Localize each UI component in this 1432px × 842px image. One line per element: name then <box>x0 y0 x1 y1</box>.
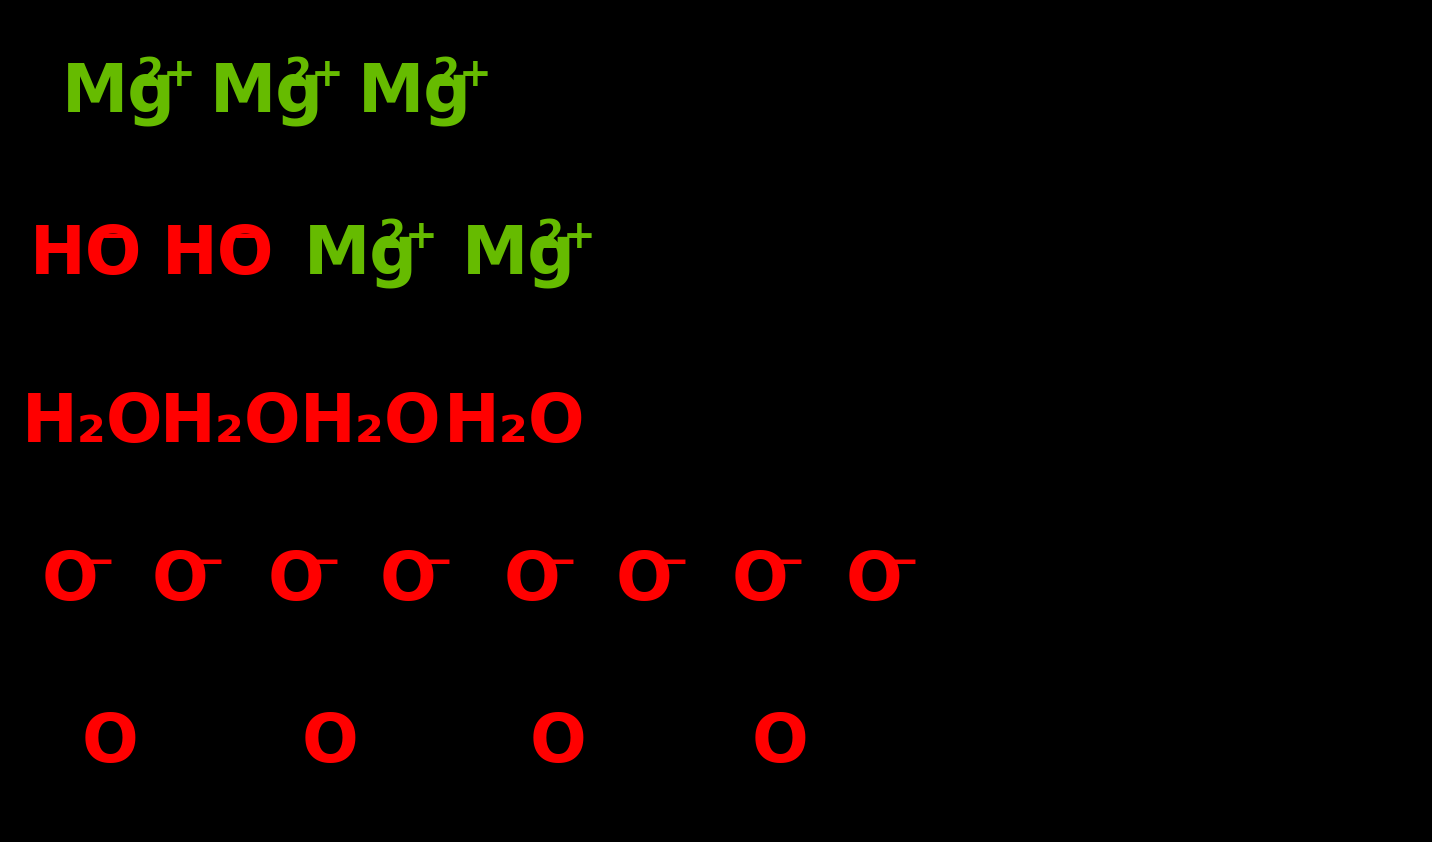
Text: O: O <box>530 710 587 776</box>
Text: −: − <box>83 544 116 582</box>
Text: −: − <box>232 218 265 256</box>
Text: −: − <box>193 544 225 582</box>
Text: −: − <box>421 544 454 582</box>
Text: Mg: Mg <box>358 60 473 126</box>
Text: HO: HO <box>162 222 275 288</box>
Text: H₂O: H₂O <box>160 390 302 456</box>
Text: 2+: 2+ <box>136 56 196 94</box>
Text: Mg: Mg <box>211 60 324 126</box>
Text: O: O <box>752 710 809 776</box>
Text: −: − <box>886 544 919 582</box>
Text: O: O <box>504 548 561 614</box>
Text: O: O <box>616 548 673 614</box>
Text: O: O <box>42 548 99 614</box>
Text: 2+: 2+ <box>285 56 344 94</box>
Text: −: − <box>773 544 805 582</box>
Text: H₂O: H₂O <box>21 390 163 456</box>
Text: O: O <box>302 710 359 776</box>
Text: Mg: Mg <box>62 60 176 126</box>
Text: O: O <box>732 548 789 614</box>
Text: −: − <box>309 544 341 582</box>
Text: −: − <box>544 544 577 582</box>
Text: O: O <box>152 548 209 614</box>
Text: O: O <box>268 548 325 614</box>
Text: Mg: Mg <box>304 222 418 288</box>
Text: 2+: 2+ <box>537 218 596 256</box>
Text: O: O <box>379 548 437 614</box>
Text: −: − <box>100 218 132 256</box>
Text: HO: HO <box>30 222 143 288</box>
Text: 2+: 2+ <box>432 56 493 94</box>
Text: O: O <box>846 548 902 614</box>
Text: 2+: 2+ <box>378 218 438 256</box>
Text: O: O <box>82 710 139 776</box>
Text: H₂O: H₂O <box>444 390 586 456</box>
Text: H₂O: H₂O <box>299 390 441 456</box>
Text: Mg: Mg <box>463 222 576 288</box>
Text: −: − <box>657 544 689 582</box>
